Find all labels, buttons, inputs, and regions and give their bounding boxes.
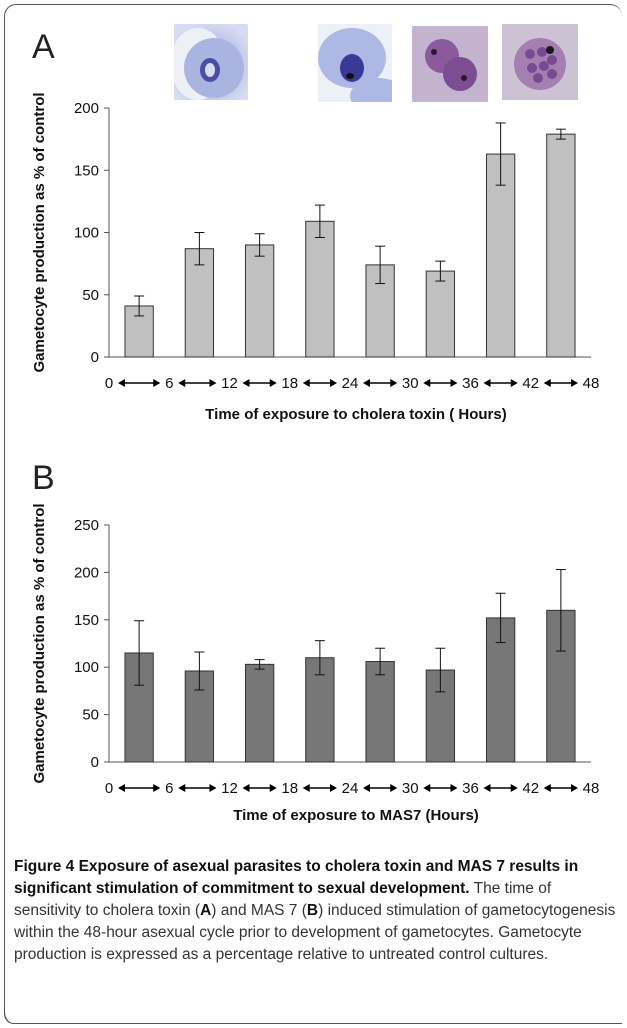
- arrowhead-left-b: [483, 784, 491, 792]
- arrowhead-left-a: [363, 379, 370, 387]
- arrowhead-right-a: [330, 379, 337, 387]
- x-tick-label-a: 6: [165, 375, 173, 392]
- x-tick-label-a: 36: [462, 375, 479, 392]
- bar-a-18-24: [305, 220, 335, 358]
- micrograph-trophozoite: [318, 24, 406, 114]
- arrowhead-right-a: [390, 379, 398, 387]
- arrowhead-right-b: [450, 784, 458, 792]
- micrograph-ring-stage: [170, 24, 248, 100]
- bar-a-36-42: [485, 153, 516, 358]
- figure-charts: A B 0 50 100 150 200 Gametocyte production as…: [31, 28, 599, 824]
- y-tick-label-b: 100: [74, 659, 99, 676]
- micrograph-mature-schizont: [502, 24, 578, 100]
- x-tick-label-b: 18: [281, 780, 298, 797]
- x-tick-label-b: 36: [462, 780, 479, 797]
- x-tick-label-b: 42: [522, 780, 539, 797]
- y-tick-label-a: 0: [91, 349, 99, 366]
- micrograph-dividing-schizont: [412, 26, 488, 102]
- y-tick-label-a: 50: [82, 287, 99, 304]
- figure-frame-bottom: [4, 1010, 622, 1024]
- arrowhead-right-a: [269, 379, 277, 387]
- x-tick-label-a: 48: [583, 375, 600, 392]
- arrowhead-left-b: [302, 784, 310, 792]
- caption-lead: Figure 4 Exposure of asexual parasites t…: [14, 858, 579, 897]
- trophozoite-icon: [318, 24, 406, 114]
- arrowhead-right-a: [153, 379, 161, 387]
- arrowhead-left-a: [543, 379, 551, 387]
- x-tick-label-a: 12: [221, 375, 238, 392]
- arrowhead-right-a: [450, 379, 458, 387]
- arrowhead-left-a: [242, 379, 250, 387]
- x-tick-label-a: 24: [342, 375, 359, 392]
- x-tick-label-a: 0: [105, 375, 113, 392]
- arrowhead-right-a: [510, 379, 518, 387]
- x-tick-label-b: 6: [165, 780, 173, 797]
- arrowhead-left-b: [242, 784, 250, 792]
- arrowhead-right-b: [153, 784, 161, 792]
- x-tick-label-b: 24: [342, 780, 359, 797]
- mature-schizont-icon: [502, 24, 578, 100]
- bar-b-12-18: [244, 663, 275, 763]
- arrowhead-left-b: [543, 784, 551, 792]
- bar-a-12-18: [244, 244, 275, 358]
- caption-text-2: ) and MAS 7 (: [211, 902, 307, 919]
- arrowhead-right-b: [571, 784, 578, 792]
- y-axis-title-a: Gametocyte production as % of control: [31, 92, 48, 372]
- chart-panel-b: 0 50 100 150 200 250 Gametocyte production as …: [31, 503, 599, 824]
- y-axis-title-b: Gametocyte production as % of control: [31, 503, 48, 783]
- y-tick-label-a: 200: [74, 100, 99, 117]
- arrowhead-left-a: [178, 379, 186, 387]
- x-tick-label-b: 12: [221, 780, 238, 797]
- y-tick-label-a: 100: [74, 225, 99, 242]
- panel-label-a: A: [32, 28, 55, 66]
- x-tick-label-a: 42: [522, 375, 539, 392]
- caption-ref-b: B: [306, 902, 319, 919]
- y-tick-label-b: 250: [74, 517, 99, 534]
- arrowhead-right-b: [390, 784, 398, 792]
- arrowhead-left-b: [118, 784, 125, 792]
- caption-ref-a: A: [200, 902, 212, 919]
- bar-b-24-30: [365, 661, 395, 763]
- dividing-schizont-icon: [412, 26, 488, 102]
- y-tick-label-b: 50: [82, 707, 99, 724]
- arrowhead-left-b: [363, 784, 370, 792]
- caption-text-3: ) induced stimulation of gametocytogenes…: [14, 902, 616, 963]
- arrowhead-left-a: [302, 379, 310, 387]
- caption-text-1: The time of sensitivity to cholera toxin…: [14, 880, 552, 919]
- panel-label-b: B: [32, 459, 55, 497]
- x-tick-label-a: 30: [402, 375, 419, 392]
- arrowhead-left-a: [118, 379, 125, 387]
- y-tick-label-a: 150: [74, 162, 99, 179]
- arrowhead-right-b: [269, 784, 277, 792]
- x-tick-label-b: 30: [402, 780, 419, 797]
- ring-stage-parasite-icon: [170, 28, 244, 100]
- arrowhead-left-a: [423, 379, 431, 387]
- x-axis-title-b: Time of exposure to MAS7 (Hours): [233, 807, 479, 824]
- arrowhead-left-b: [423, 784, 431, 792]
- arrowhead-left-a: [483, 379, 491, 387]
- figure-frame: [4, 4, 622, 1024]
- x-axis-title-a: Time of exposure to cholera toxin ( Hour…: [205, 406, 506, 423]
- arrowhead-left-b: [178, 784, 186, 792]
- figure-caption: Figure 4 Exposure of asexual parasites t…: [14, 856, 618, 966]
- x-tick-label-b: 0: [105, 780, 113, 797]
- arrowhead-right-b: [209, 784, 217, 792]
- arrowhead-right-b: [510, 784, 518, 792]
- arrowhead-right-a: [209, 379, 217, 387]
- bar-a-24-30: [365, 264, 395, 358]
- arrowhead-right-a: [571, 379, 578, 387]
- y-tick-label-b: 0: [91, 754, 99, 771]
- arrowhead-right-b: [330, 784, 337, 792]
- x-tick-label-b: 48: [583, 780, 600, 797]
- bar-a-30-36: [425, 270, 456, 358]
- bar-a-42-48: [546, 133, 576, 358]
- x-tick-label-a: 18: [281, 375, 298, 392]
- bar-a-6-12: [184, 248, 215, 358]
- chart-panel-a: 0 50 100 150 200 Gametocyte production as % o…: [31, 92, 599, 423]
- y-tick-label-b: 200: [74, 564, 99, 581]
- y-tick-label-b: 150: [74, 612, 99, 629]
